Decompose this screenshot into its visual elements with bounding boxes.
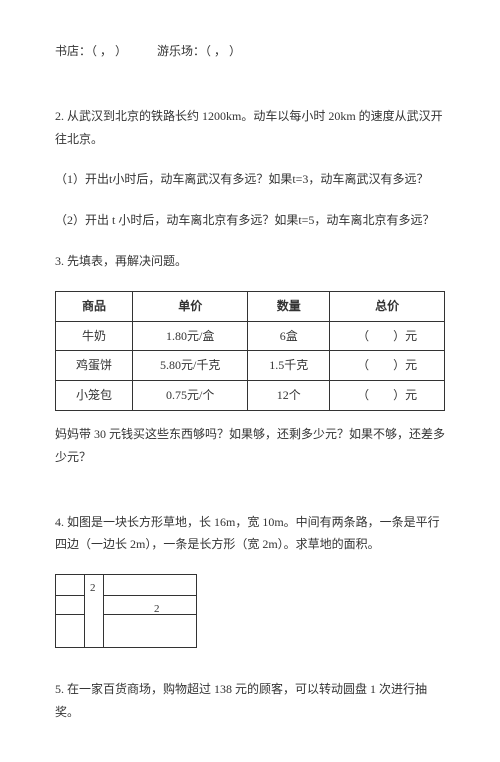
q2-part1: （1）开出t小时后，动车离武汉有多远？如果t=3，动车离武汉有多远？ [55, 168, 445, 191]
bookstore-line: 书店：（ ， ） 游乐场：（ ， ） [55, 40, 445, 63]
table-row: 鸡蛋饼 5.80元/千克 1.5千克 （ ）元 [56, 351, 445, 381]
cell-product: 小笼包 [56, 381, 133, 411]
q3-intro: 3. 先填表，再解决问题。 [55, 250, 445, 273]
q2-intro: 2. 从武汉到北京的铁路长约 1200km。动车以每小时 20km 的速度从武汉… [55, 105, 445, 151]
cell-unitprice: 5.80元/千克 [133, 351, 248, 381]
document-page: 书店：（ ， ） 游乐场：（ ， ） 2. 从武汉到北京的铁路长约 1200km… [0, 0, 500, 762]
cell-qty: 12个 [248, 381, 330, 411]
cell-product: 鸡蛋饼 [56, 351, 133, 381]
cell-total: （ ）元 [330, 321, 445, 351]
table-row: 小笼包 0.75元/个 12个 （ ）元 [56, 381, 445, 411]
horizontal-path [56, 595, 196, 615]
col-unitprice: 单价 [133, 291, 248, 321]
q2-part2: （2）开出 t 小时后，动车离北京有多远？如果t=5，动车离北京有多远？ [55, 209, 445, 232]
diagram-label-2-right: 2 [154, 599, 160, 620]
table-row: 牛奶 1.80元/盒 6盒 （ ）元 [56, 321, 445, 351]
gap [55, 664, 445, 678]
q3-followup: 妈妈带 30 元钱买这些东西够吗？如果够，还剩多少元？如果不够，还差多少元？ [55, 423, 445, 469]
goods-table: 商品 单价 数量 总价 牛奶 1.80元/盒 6盒 （ ）元 鸡蛋饼 5.80元… [55, 291, 445, 411]
cell-unitprice: 0.75元/个 [133, 381, 248, 411]
cell-product: 牛奶 [56, 321, 133, 351]
cell-qty: 6盒 [248, 321, 330, 351]
col-qty: 数量 [248, 291, 330, 321]
cell-total: （ ）元 [330, 381, 445, 411]
cell-unitprice: 1.80元/盒 [133, 321, 248, 351]
bookstore-coord: 书店：（ ， ） [55, 44, 121, 58]
gap [55, 487, 445, 511]
spacer [121, 44, 157, 58]
col-product: 商品 [56, 291, 133, 321]
col-total: 总价 [330, 291, 445, 321]
cell-qty: 1.5千克 [248, 351, 330, 381]
playground-coord: 游乐场：（ ， ） [157, 44, 241, 58]
q5-text: 5. 在一家百货商场，购物超过 138 元的顾客，可以转动圆盘 1 次进行抽奖。 [55, 678, 445, 724]
q4-diagram: 2 2 [55, 574, 197, 648]
cell-total: （ ）元 [330, 351, 445, 381]
q4-text: 4. 如图是一块长方形草地，长 16m，宽 10m。中间有两条路，一条是平行四边… [55, 511, 445, 557]
diagram-label-2-top: 2 [90, 578, 96, 599]
table-header-row: 商品 单价 数量 总价 [56, 291, 445, 321]
gap [55, 81, 445, 105]
